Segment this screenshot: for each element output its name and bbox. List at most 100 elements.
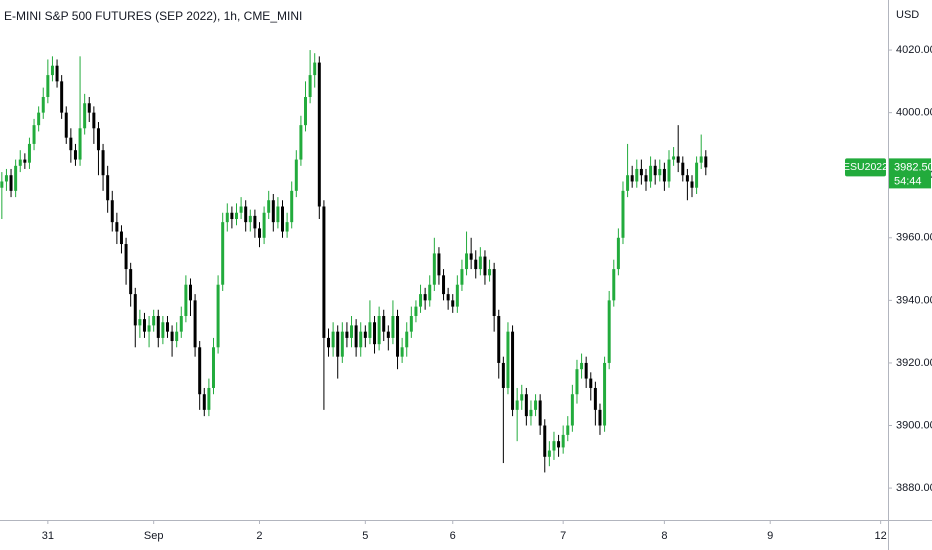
x-tick-label: 2 bbox=[256, 530, 262, 542]
candle-body bbox=[110, 200, 114, 223]
candle-body bbox=[469, 253, 473, 260]
candle-body bbox=[96, 128, 100, 151]
candle-body bbox=[575, 369, 579, 395]
candle-body bbox=[87, 103, 91, 113]
candle-body bbox=[23, 159, 27, 163]
countdown-label: 54:44 bbox=[894, 175, 922, 187]
candle-body bbox=[152, 316, 156, 326]
x-tick-label: 9 bbox=[767, 530, 773, 542]
candle-body bbox=[662, 168, 666, 182]
y-tick-label: 3900.00 bbox=[896, 419, 932, 431]
candle-body bbox=[386, 331, 390, 338]
candle-body bbox=[138, 319, 142, 326]
candle-body bbox=[285, 222, 289, 232]
candle-body bbox=[244, 206, 248, 223]
candle-body bbox=[492, 269, 496, 317]
candle-body bbox=[271, 200, 275, 223]
candle-body bbox=[538, 400, 542, 426]
y-tick-label: 3940.00 bbox=[896, 294, 932, 306]
candle-body bbox=[534, 400, 538, 410]
candle-body bbox=[621, 190, 625, 238]
candle-body bbox=[32, 125, 36, 144]
y-tick-label: 4000.00 bbox=[896, 107, 932, 119]
x-tick-label: 6 bbox=[450, 530, 456, 542]
candle-body bbox=[50, 65, 54, 76]
x-tick-label: 7 bbox=[560, 530, 566, 542]
candle-body bbox=[299, 125, 303, 160]
candle-body bbox=[262, 212, 266, 238]
candle-body bbox=[681, 162, 685, 176]
candle-body bbox=[69, 137, 73, 151]
candle-body bbox=[179, 316, 183, 332]
candle-body bbox=[520, 394, 524, 401]
candle-body bbox=[653, 165, 657, 176]
candle-body bbox=[211, 347, 215, 388]
last-price-label: 3982.50 bbox=[894, 161, 932, 173]
candle-body bbox=[73, 150, 77, 160]
candle-body bbox=[649, 165, 653, 182]
candle-body bbox=[188, 284, 192, 301]
candle-body bbox=[129, 269, 133, 295]
candle-body bbox=[0, 181, 4, 188]
candle-body bbox=[557, 441, 561, 448]
candle-body bbox=[248, 215, 252, 223]
candle-body bbox=[363, 331, 367, 338]
symbol-label: ESU2022 bbox=[843, 161, 888, 173]
candle-body bbox=[354, 325, 358, 348]
candle-body bbox=[382, 316, 386, 332]
candle-body bbox=[156, 316, 160, 338]
candle-body bbox=[593, 387, 597, 410]
candle-body bbox=[676, 156, 680, 163]
candle-body bbox=[304, 96, 308, 126]
candle-body bbox=[331, 331, 335, 348]
candle-body bbox=[704, 156, 708, 168]
candle-body bbox=[409, 316, 413, 332]
candle-body bbox=[225, 212, 229, 223]
candle-body bbox=[511, 331, 515, 410]
candle-body bbox=[672, 156, 676, 160]
candle-body bbox=[695, 162, 699, 188]
candle-body bbox=[570, 394, 574, 426]
candle-body bbox=[501, 362, 505, 388]
candle-body bbox=[340, 331, 344, 357]
candle-body bbox=[41, 96, 45, 113]
candle-body bbox=[506, 331, 510, 388]
candle-body bbox=[253, 215, 257, 229]
candle-body bbox=[446, 294, 450, 301]
candle-body bbox=[147, 325, 151, 332]
candle-body bbox=[414, 306, 418, 317]
candle-body bbox=[561, 434, 565, 448]
candle-body bbox=[419, 294, 423, 307]
candle-body bbox=[60, 81, 64, 113]
candle-body bbox=[497, 316, 501, 363]
x-tick-label: 8 bbox=[661, 530, 667, 542]
candle-body bbox=[690, 181, 694, 188]
candle-body bbox=[170, 331, 174, 342]
candle-body bbox=[9, 175, 13, 191]
candle-body bbox=[552, 441, 556, 451]
candle-body bbox=[685, 175, 689, 182]
last-price-badge bbox=[889, 158, 931, 189]
y-tick-label: 3960.00 bbox=[896, 232, 932, 244]
x-tick-label: 31 bbox=[42, 530, 54, 542]
candle-body bbox=[115, 222, 119, 232]
candle-body bbox=[630, 175, 634, 182]
candle-body bbox=[78, 128, 82, 160]
candle-body bbox=[451, 300, 455, 307]
candle-body bbox=[598, 409, 602, 426]
candle-body bbox=[92, 112, 96, 129]
candle-body bbox=[699, 156, 703, 163]
candle-body bbox=[391, 316, 395, 338]
candle-body bbox=[603, 362, 607, 426]
candle-body bbox=[184, 284, 188, 317]
candle-body bbox=[193, 300, 197, 348]
candle-body bbox=[230, 212, 234, 220]
candle-body bbox=[626, 175, 630, 191]
candle-body bbox=[27, 143, 31, 163]
x-tick-label: Sep bbox=[144, 530, 164, 542]
y-tick-label: 4020.00 bbox=[896, 44, 932, 56]
candle-body bbox=[373, 322, 377, 345]
candle-body bbox=[543, 425, 547, 457]
candle-body bbox=[322, 206, 326, 338]
